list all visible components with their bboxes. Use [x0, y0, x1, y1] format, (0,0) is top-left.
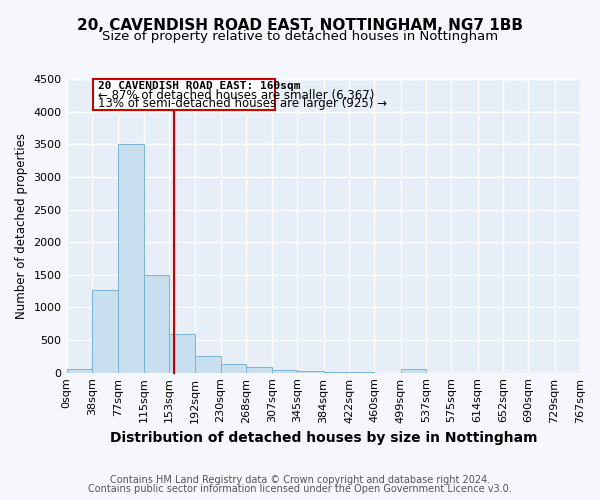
Bar — [143, 276, 169, 372]
X-axis label: Distribution of detached houses by size in Nottingham: Distribution of detached houses by size … — [110, 431, 537, 445]
Bar — [92, 290, 118, 372]
Text: ← 87% of detached houses are smaller (6,367): ← 87% of detached houses are smaller (6,… — [98, 89, 374, 102]
Text: Contains HM Land Registry data © Crown copyright and database right 2024.: Contains HM Land Registry data © Crown c… — [110, 475, 490, 485]
Bar — [118, 144, 143, 372]
Text: 20, CAVENDISH ROAD EAST, NOTTINGHAM, NG7 1BB: 20, CAVENDISH ROAD EAST, NOTTINGHAM, NG7… — [77, 18, 523, 32]
Bar — [195, 356, 221, 372]
Bar — [401, 370, 426, 372]
Bar — [169, 334, 195, 372]
Text: 13% of semi-detached houses are larger (925) →: 13% of semi-detached houses are larger (… — [98, 98, 387, 110]
Bar — [246, 368, 272, 372]
Text: Contains public sector information licensed under the Open Government Licence v3: Contains public sector information licen… — [88, 484, 512, 494]
Bar — [221, 364, 246, 372]
Bar — [67, 370, 92, 372]
Text: Size of property relative to detached houses in Nottingham: Size of property relative to detached ho… — [102, 30, 498, 43]
Bar — [272, 370, 298, 372]
FancyBboxPatch shape — [94, 80, 275, 110]
Text: 20 CAVENDISH ROAD EAST: 160sqm: 20 CAVENDISH ROAD EAST: 160sqm — [98, 80, 301, 90]
Bar — [298, 370, 323, 372]
Y-axis label: Number of detached properties: Number of detached properties — [15, 133, 28, 319]
